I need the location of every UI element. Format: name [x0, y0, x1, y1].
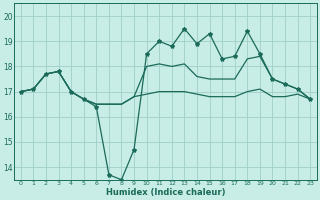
- X-axis label: Humidex (Indice chaleur): Humidex (Indice chaleur): [106, 188, 225, 197]
